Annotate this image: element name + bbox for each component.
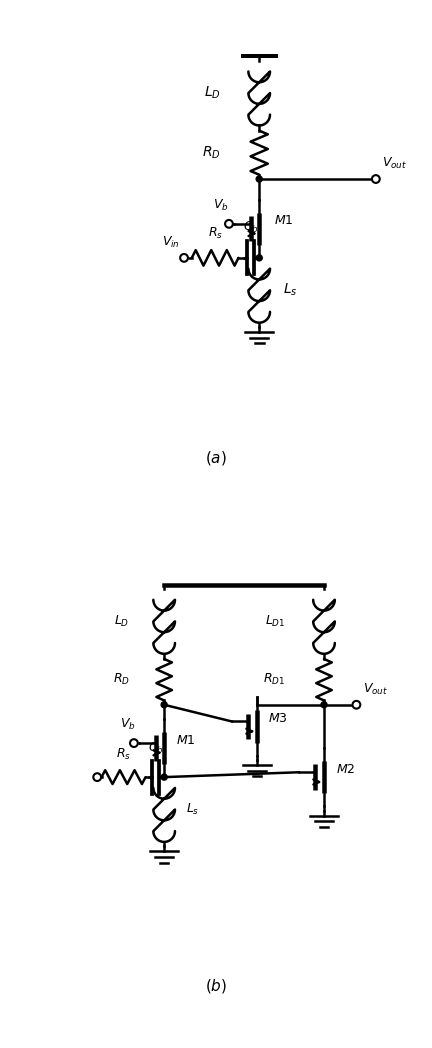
Text: $V_b$: $V_b$ xyxy=(213,198,229,213)
Text: $V_{out}$: $V_{out}$ xyxy=(363,682,388,697)
Text: $V_b$: $V_b$ xyxy=(120,717,135,733)
Text: $R_{D1}$: $R_{D1}$ xyxy=(263,672,285,687)
Circle shape xyxy=(321,702,327,707)
Text: $R_D$: $R_D$ xyxy=(113,672,130,687)
Text: $M3$: $M3$ xyxy=(268,712,288,725)
Text: $R_D$: $R_D$ xyxy=(202,145,220,161)
Text: $L_D$: $L_D$ xyxy=(203,85,220,102)
Text: $R_s$: $R_s$ xyxy=(116,747,131,762)
Text: $M1$: $M1$ xyxy=(176,734,196,746)
Circle shape xyxy=(130,739,138,747)
Text: $C_b$: $C_b$ xyxy=(148,741,164,757)
Circle shape xyxy=(161,774,167,780)
Text: $L_s$: $L_s$ xyxy=(283,282,298,299)
Circle shape xyxy=(256,176,262,182)
Text: $(b)$: $(b)$ xyxy=(205,978,227,996)
Text: $(a)$: $(a)$ xyxy=(205,450,227,467)
Circle shape xyxy=(180,254,188,262)
Circle shape xyxy=(93,773,101,781)
Circle shape xyxy=(372,175,380,183)
Circle shape xyxy=(161,702,167,707)
Text: $L_{D1}$: $L_{D1}$ xyxy=(265,614,285,629)
Text: $M1$: $M1$ xyxy=(274,214,294,226)
Circle shape xyxy=(353,701,360,708)
Circle shape xyxy=(256,255,262,261)
Circle shape xyxy=(225,220,233,227)
Text: $V_{out}$: $V_{out}$ xyxy=(382,156,407,171)
Text: $M2$: $M2$ xyxy=(336,763,356,776)
Text: $R_s$: $R_s$ xyxy=(208,226,222,241)
Text: $V_{in}$: $V_{in}$ xyxy=(162,235,180,250)
Text: $L_D$: $L_D$ xyxy=(114,614,130,629)
Text: $L_s$: $L_s$ xyxy=(186,802,199,817)
Text: $C_b$: $C_b$ xyxy=(243,220,258,236)
